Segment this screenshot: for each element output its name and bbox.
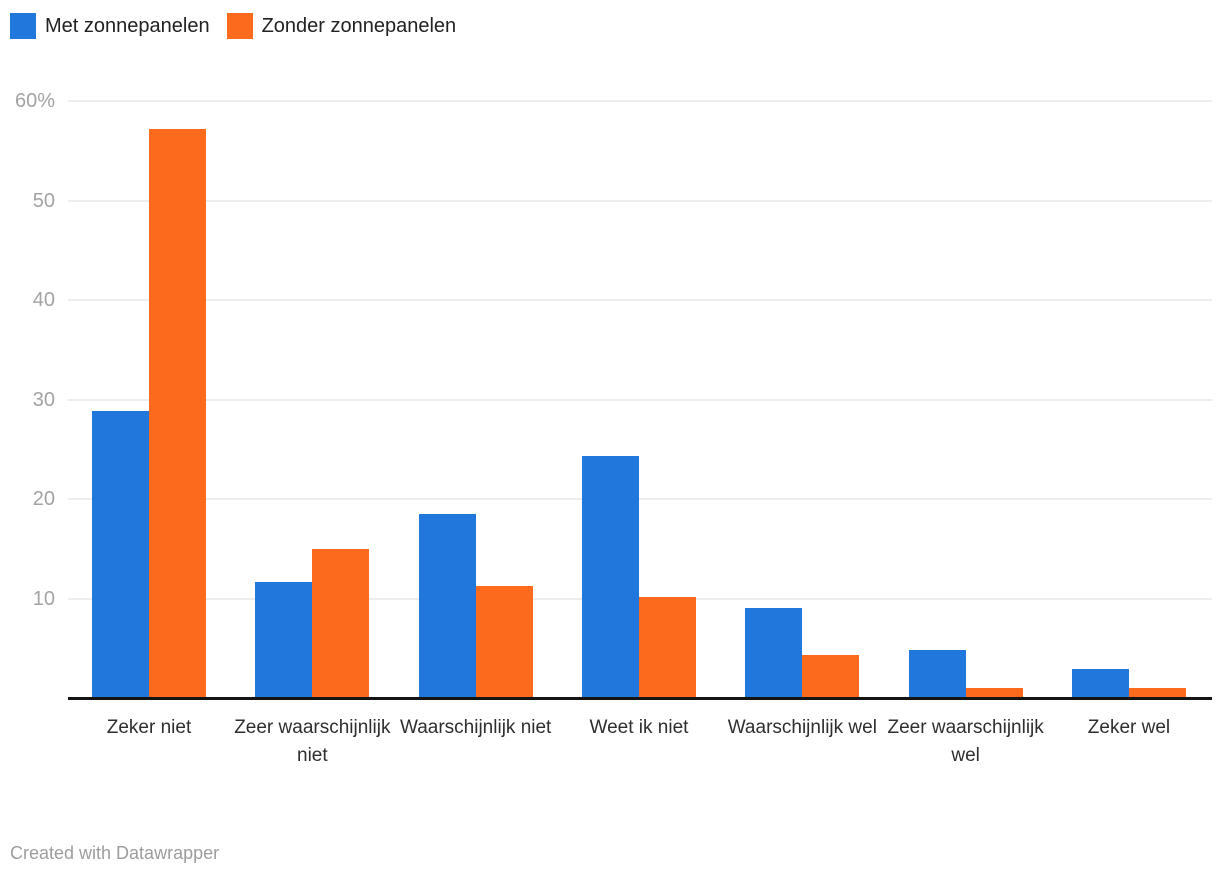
legend-item-label: Met zonnepanelen <box>45 15 210 37</box>
gridline-30 <box>68 398 1212 401</box>
legend: Met zonnepanelen Zonder zonnepanelen <box>10 13 473 39</box>
bar-met-zonnepanelen-zeker-niet[interactable] <box>92 411 149 697</box>
x-axis-label-waarschijnlijk-niet: Waarschijnlijk niet <box>399 717 552 738</box>
legend-swatch-icon <box>226 13 253 39</box>
bar-met-zonnepanelen-waarschijnlijk-wel[interactable] <box>745 607 803 697</box>
bar-zonder-zonnepanelen-zeker-niet[interactable] <box>149 128 206 697</box>
y-axis-tick-label: 10 <box>32 587 55 610</box>
bar-zonder-zonnepanelen-zeer-waarschijnlijk-wel[interactable] <box>965 688 1023 697</box>
bar-met-zonnepanelen-weet-ik-niet[interactable] <box>581 456 639 697</box>
legend-swatch-icon <box>10 13 36 39</box>
y-axis-tick-label: 30 <box>32 388 55 411</box>
bar-zonder-zonnepanelen-zeer-waarschijnlijk-niet[interactable] <box>312 548 370 697</box>
y-axis-tick-label: 40 <box>32 289 55 311</box>
datawrapper-attribution: Created with Datawrapper <box>10 843 220 863</box>
gridline-20 <box>68 498 1212 500</box>
bar-met-zonnepanelen-zeer-waarschijnlijk-niet[interactable] <box>255 581 313 697</box>
bar-zonder-zonnepanelen-waarschijnlijk-niet[interactable] <box>475 585 533 697</box>
bar-zonder-zonnepanelen-zeker-wel[interactable] <box>1128 688 1186 697</box>
gridline-60 <box>68 100 1212 102</box>
y-axis-tick-label: 50 <box>32 189 55 212</box>
bar-met-zonnepanelen-waarschijnlijk-niet[interactable] <box>418 513 476 697</box>
x-axis-label-zeker-niet: Zeker niet <box>106 717 192 738</box>
x-axis-label-zeker-wel: Zeker wel <box>1087 717 1171 738</box>
bar-met-zonnepanelen-zeer-waarschijnlijk-wel[interactable] <box>908 650 966 697</box>
x-axis-label-zeer-waarschijnlijk-niet: Zeer waarschijnlijk niet <box>234 717 391 766</box>
plot-area: 60% 50 40 30 20 10 Zeker niet Zeer waarschijnli… <box>15 91 1212 766</box>
y-axis-tick-label: 60% <box>14 90 55 112</box>
bar-met-zonnepanelen-zeker-wel[interactable] <box>1071 669 1129 697</box>
x-axis-label-weet-ik-niet: Weet ik niet <box>589 717 689 738</box>
y-axis-tick-label: 20 <box>32 488 55 510</box>
bar-zonder-zonnepanelen-weet-ik-niet[interactable] <box>638 596 696 697</box>
gridline-40 <box>68 299 1212 301</box>
x-axis-label-zeer-waarschijnlijk-wel: Zeer waarschijnlijk wel <box>887 717 1044 766</box>
legend-item-label: Zonder zonnepanelen <box>261 15 457 37</box>
bar-zonder-zonnepanelen-waarschijnlijk-wel[interactable] <box>802 655 860 697</box>
legend-item-met-zonnepanelen: Met zonnepanelen <box>10 13 210 39</box>
legend-item-zonder-zonnepanelen: Zonder zonnepanelen <box>226 13 457 39</box>
x-axis-label-waarschijnlijk-wel: Waarschijnlijk wel <box>727 717 877 738</box>
gridline-50 <box>68 199 1212 202</box>
